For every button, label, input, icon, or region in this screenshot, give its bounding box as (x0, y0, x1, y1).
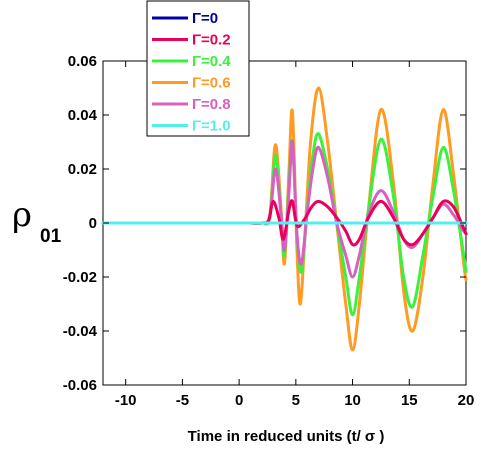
x-tick-label: 5 (292, 392, 300, 409)
y-tick-label: 0.02 (68, 161, 97, 178)
legend-label: Γ=0.6 (192, 75, 231, 92)
y-axis-title: ρ (12, 195, 32, 235)
legend-box (146, 0, 250, 137)
y-tick-label: -0.06 (63, 377, 97, 394)
legend-label: Γ=1.0 (192, 118, 231, 135)
x-tick-label: -5 (176, 392, 189, 409)
y-tick-label: 0 (89, 215, 97, 232)
x-tick-label: 10 (344, 392, 361, 409)
legend-label: Γ=0 (192, 10, 218, 27)
y-tick-label: 0.06 (68, 53, 97, 70)
legend-label: Γ=0.2 (192, 32, 231, 49)
legend-label: Γ=0.4 (192, 53, 231, 70)
tick-layer: -10 -5 0 5 10 15 20 -0.06 -0.04 -0.02 0 0.02 0.04 0.0… (63, 53, 475, 409)
x-tick-label: 20 (458, 392, 475, 409)
x-tick-label: 0 (235, 392, 243, 409)
legend: Γ=0 Γ=0.2 Γ=0.4 Γ=0.6 Γ=0.8 Γ=1.0 (152, 10, 231, 135)
y-tick-label: -0.02 (63, 269, 97, 286)
legend-label: Γ=0.8 (192, 96, 231, 113)
x-tick-label: 15 (401, 392, 418, 409)
y-tick-label: 0.04 (68, 107, 98, 124)
y-tick-label: -0.04 (63, 323, 98, 340)
x-tick-label: -10 (115, 392, 137, 409)
x-axis-title: Time in reduced units (t/ σ ) (188, 428, 385, 445)
series-layer (101, 86, 468, 352)
y-axis-title-subscript: 01 (40, 226, 62, 247)
